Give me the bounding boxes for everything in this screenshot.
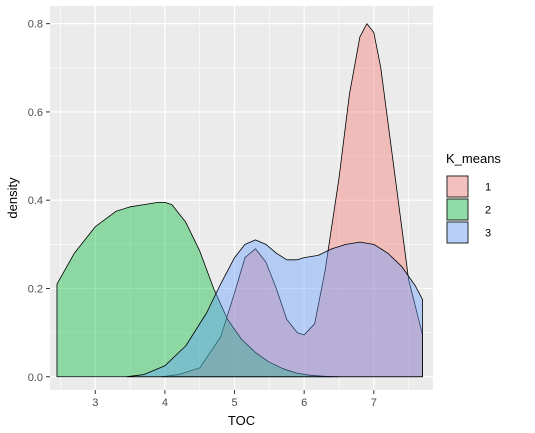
x-axis: 3 4 5 6 7 [92,390,377,409]
density-area-series-1 [161,23,423,378]
y-tick-label: 0.4 [28,195,43,207]
y-tick-label: 0.8 [28,19,43,31]
legend-label-series-3: 3 [485,228,491,240]
legend-key-series-1 [446,175,469,198]
legend-key-background [446,175,469,198]
legend-key-background [446,198,469,221]
y-tick-label: 0.6 [28,107,43,119]
density-area-series-2 [56,202,340,378]
minor-gridlines [50,6,433,390]
y-tick-label: 0.2 [28,283,43,295]
x-axis-title: TOC [228,413,255,428]
density-area-series-3 [126,239,423,378]
legend-title: K_means [446,151,501,166]
legend-key-series-2 [446,198,469,221]
legend-key-background [446,221,469,244]
x-tick-label: 5 [231,397,237,409]
x-tick-label: 7 [371,397,377,409]
density-areas [56,23,423,378]
x-tick-label: 6 [301,397,307,409]
legend-key-series-3 [446,221,469,244]
y-tick-label: 0.0 [28,372,43,384]
legend-label-series-2: 2 [485,205,491,217]
y-axis: 0.0 0.2 0.4 0.6 0.8 [28,19,50,384]
x-tick-label: 4 [162,397,168,409]
legend: K_means 1 2 3 [446,151,501,244]
legend-label-series-1: 1 [485,182,491,194]
x-tick-label: 3 [92,397,98,409]
y-axis-title: density [5,177,20,219]
plot-panel [50,6,433,390]
